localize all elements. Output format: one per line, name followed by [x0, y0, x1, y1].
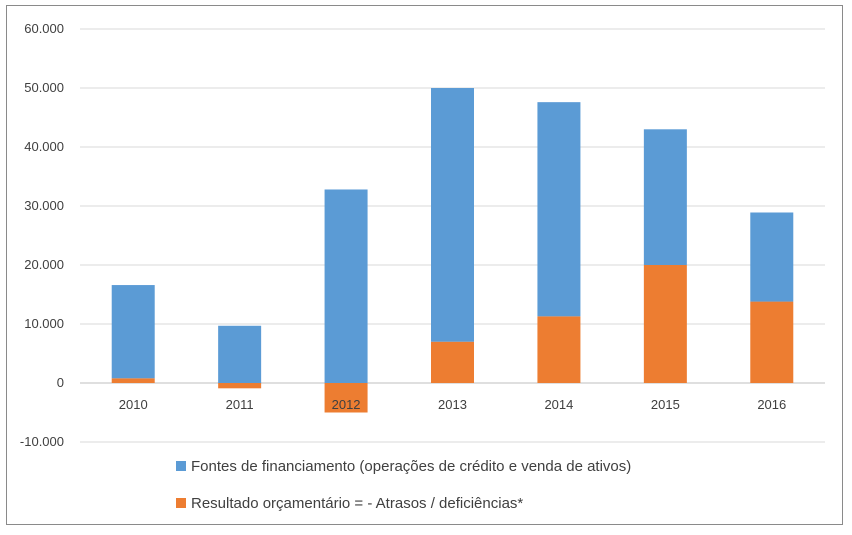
y-tick-label: 0 — [57, 375, 64, 390]
bar-segment — [111, 378, 155, 383]
bar-segment — [431, 341, 474, 383]
y-axis-ticks: 60.000 50.000 40.000 30.000 20.000 10.000 0 -10… — [20, 21, 64, 449]
bars — [111, 88, 794, 413]
bar-segment — [111, 285, 155, 379]
y-tick-label: -10.000 — [20, 434, 64, 449]
bar-segment — [218, 325, 262, 383]
x-tick-label: 2013 — [438, 397, 467, 412]
bar-segment — [324, 383, 368, 413]
bar-segment — [218, 383, 262, 389]
bar-segment — [324, 189, 368, 383]
x-tick-label: 2015 — [651, 397, 680, 412]
legend-swatch-fontes — [176, 461, 186, 471]
bar-segment — [537, 102, 581, 317]
y-tick-label: 40.000 — [24, 139, 64, 154]
legend-swatch-resultado — [176, 498, 186, 508]
legend-item-fontes: Fontes de financiamento (operações de cr… — [176, 458, 631, 475]
legend-item-resultado: Resultado orçamentário = - Atrasos / def… — [176, 495, 523, 512]
legend-label-fontes: Fontes de financiamento (operações de cr… — [191, 458, 631, 475]
bar-segment — [537, 316, 581, 383]
bar-segment — [750, 301, 794, 383]
bar-segment — [643, 129, 687, 265]
y-tick-label: 60.000 — [24, 21, 64, 36]
bar-segment — [431, 88, 474, 342]
x-tick-label: 2016 — [757, 397, 786, 412]
x-axis-ticks: 2010 2011 2012 2013 2014 2015 2016 — [119, 397, 786, 412]
x-tick-label: 2014 — [544, 397, 573, 412]
bar-segment — [643, 265, 687, 383]
x-tick-label: 2012 — [332, 397, 361, 412]
legend-label-resultado: Resultado orçamentário = - Atrasos / def… — [191, 495, 523, 512]
y-tick-label: 10.000 — [24, 316, 64, 331]
bar-segment — [750, 212, 794, 302]
x-tick-label: 2011 — [226, 397, 254, 412]
y-tick-label: 50.000 — [24, 80, 64, 95]
y-tick-label: 30.000 — [24, 198, 64, 213]
y-tick-label: 20.000 — [24, 257, 64, 272]
legend: Fontes de financiamento (operações de cr… — [176, 458, 631, 512]
x-tick-label: 2010 — [119, 397, 148, 412]
